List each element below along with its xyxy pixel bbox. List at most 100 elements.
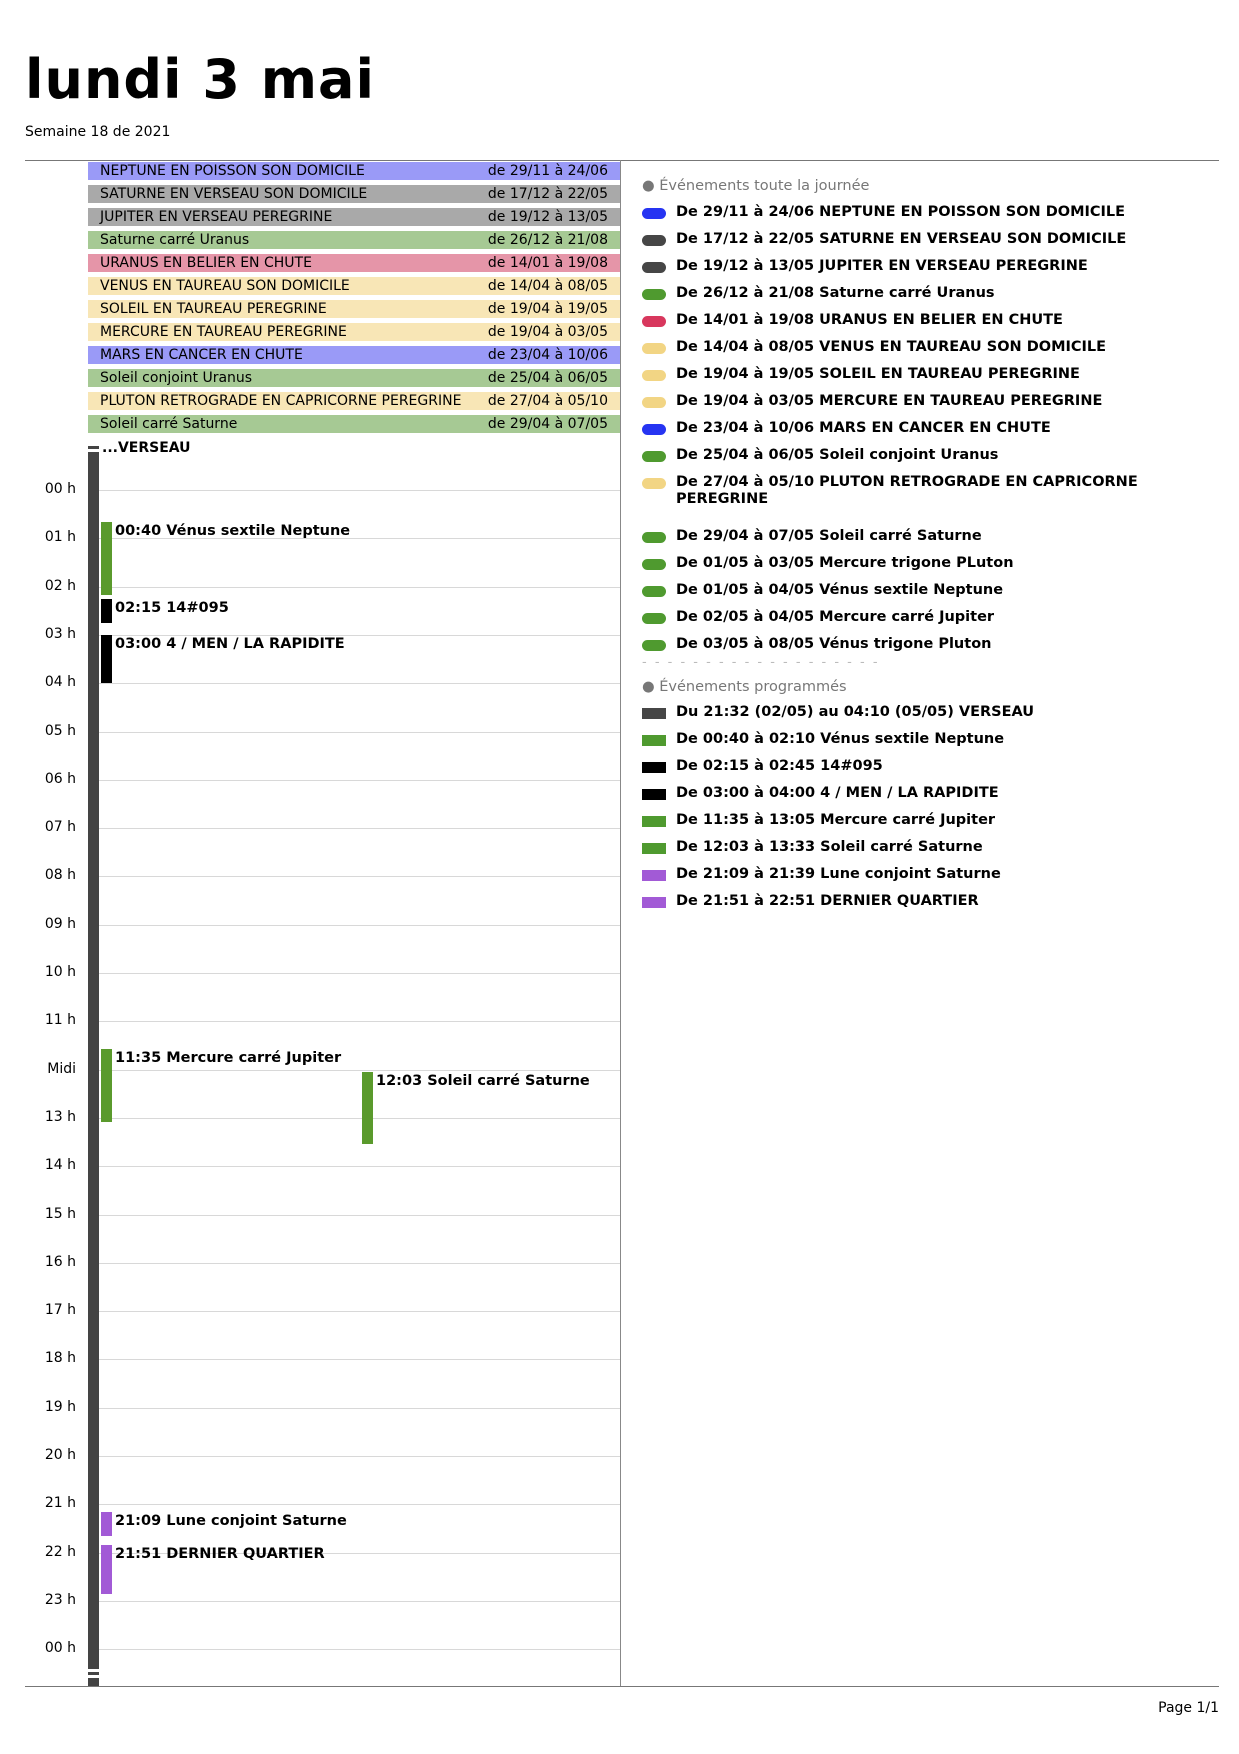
- event-bar[interactable]: [101, 634, 112, 684]
- hour-gridline: [99, 1311, 620, 1313]
- allday-bar[interactable]: Saturne carré Uranus de 26/12 à 21/08: [88, 231, 620, 250]
- allday-list-item-text: De 19/04 à 19/05 SOLEIL EN TAUREAU PEREG…: [676, 366, 1080, 382]
- color-dot-icon: [642, 451, 666, 462]
- allday-bar-name: SATURNE EN VERSEAU SON DOMICILE: [100, 186, 368, 202]
- scheduled-list-item-text: De 00:40 à 02:10 Vénus sextile Neptune: [676, 731, 1005, 747]
- color-square-icon: [642, 735, 666, 746]
- color-dot-icon: [642, 316, 666, 327]
- event-label[interactable]: 11:35 Mercure carré Jupiter: [115, 1050, 342, 1067]
- allday-list-item-text: De 19/04 à 03/05 MERCURE EN TAUREAU PERE…: [676, 393, 1103, 409]
- hour-label: 10 h: [44, 964, 76, 980]
- verseau-gutter-bar[interactable]: [88, 446, 99, 1686]
- allday-bar[interactable]: SATURNE EN VERSEAU SON DOMICILE de 17/12 …: [88, 185, 620, 204]
- allday-bar[interactable]: JUPITER EN VERSEAU PEREGRINE de 19/12 à 1…: [88, 208, 620, 227]
- event-bar[interactable]: [101, 1049, 112, 1122]
- hour-label: 09 h: [44, 915, 76, 932]
- scheduled-list-item-text: De 12:03 à 13:33 Soleil carré Saturne: [676, 839, 983, 855]
- allday-bar[interactable]: MARS EN CANCER EN CHUTE de 23/04 à 10/06: [88, 346, 620, 365]
- allday-bar-dates: de 17/12 à 22/05: [487, 186, 608, 202]
- allday-bar-dates: de 19/04 à 19/05: [487, 301, 608, 317]
- allday-bar-dates: de 23/04 à 10/06: [487, 347, 608, 363]
- allday-bar[interactable]: VENUS EN TAUREAU SON DOMICILE de 14/04 à …: [88, 277, 620, 296]
- allday-bar[interactable]: URANUS EN BELIER EN CHUTE de 14/01 à 19/0…: [88, 254, 620, 273]
- event-label[interactable]: 21:09 Lune conjoint Saturne: [115, 1512, 347, 1529]
- hour-gridline: [99, 1166, 620, 1168]
- allday-list-item-text: De 19/12 à 13/05 JUPITER EN VERSEAU PERE…: [676, 258, 1088, 274]
- hour-label: 11 h: [44, 1012, 76, 1029]
- event-label[interactable]: 02:15 14#095: [115, 599, 229, 616]
- allday-bar-name: PLUTON RETROGRADE EN CAPRICORNE PEREGRIN…: [100, 393, 462, 409]
- event-bar[interactable]: [101, 1545, 112, 1594]
- hour-label: 07 h: [44, 819, 76, 836]
- event-label[interactable]: 12:03 Soleil carré Saturne: [376, 1073, 590, 1089]
- gutter-top-marker-2: [88, 449, 99, 452]
- top-divider: [25, 160, 1219, 161]
- allday-bar[interactable]: NEPTUNE EN POISSON SON DOMICILE de 29/11 …: [88, 162, 620, 181]
- allday-list-item-text: De 29/11 à 24/06 NEPTUNE EN POISSON SON …: [676, 204, 1126, 220]
- allday-bar[interactable]: MERCURE EN TAUREAU PEREGRINE de 19/04 à 0…: [88, 323, 620, 342]
- allday-list-item-text: De 25/04 à 06/05 Soleil conjoint Uranus: [676, 447, 999, 463]
- allday-bar[interactable]: Soleil conjoint Uranus de 25/04 à 06/05: [88, 369, 620, 388]
- hour-gridline: [99, 1649, 620, 1651]
- hour-label: 00 h: [44, 481, 76, 497]
- hour-label: 17 h: [44, 1302, 76, 1319]
- event-bar[interactable]: [101, 1511, 112, 1536]
- hour-label: 16 h: [44, 1253, 76, 1270]
- hour-gridline: [99, 1600, 620, 1602]
- event-bar[interactable]: [101, 598, 112, 623]
- hour-gridline: [99, 538, 620, 540]
- event-label[interactable]: 03:00 4 / MEN / LA RAPIDITE: [115, 635, 345, 652]
- allday-bar[interactable]: SOLEIL EN TAUREAU PEREGRINE de 19/04 à 19…: [88, 300, 620, 319]
- event-label[interactable]: 00:40 Vénus sextile Neptune: [115, 523, 351, 540]
- color-square-icon: [642, 762, 666, 773]
- gutter-bottom-marker-2: [88, 1675, 99, 1678]
- color-dot-icon: [642, 397, 666, 408]
- week-subtitle: Semaine 18 de 2021: [25, 124, 171, 140]
- event-label[interactable]: 21:51 DERNIER QUARTIER: [115, 1546, 325, 1563]
- allday-bar-name: URANUS EN BELIER EN CHUTE: [100, 255, 312, 271]
- hour-label: 08 h: [44, 867, 76, 884]
- allday-bar-name: MARS EN CANCER EN CHUTE: [100, 347, 303, 363]
- scheduled-heading: ● Événements programmés: [642, 679, 847, 695]
- gutter-bottom-marker: [88, 1669, 99, 1672]
- hour-label: 15 h: [44, 1205, 76, 1222]
- hour-label: Midi: [47, 1060, 76, 1077]
- column-divider: [620, 160, 621, 1686]
- color-square-icon: [642, 708, 666, 719]
- color-square-icon: [642, 843, 666, 854]
- hour-label: 05 h: [44, 722, 76, 739]
- hour-label: 21 h: [44, 1495, 76, 1512]
- hour-gridline: [99, 1504, 620, 1506]
- gutter-top-marker: [88, 443, 99, 446]
- allday-bar-dates: de 14/04 à 08/05: [487, 278, 608, 294]
- event-bar[interactable]: [101, 522, 112, 595]
- allday-list-item-text: De 17/12 à 22/05 SATURNE EN VERSEAU SON …: [676, 231, 1127, 247]
- hour-label: 06 h: [44, 770, 76, 787]
- allday-bar-dates: de 19/12 à 13/05: [487, 209, 608, 225]
- allday-list-item-text: De 29/04 à 07/05 Soleil carré Saturne: [676, 528, 982, 544]
- color-dot-icon: [642, 208, 666, 219]
- hour-label: 01 h: [44, 529, 76, 546]
- color-dot-icon: [642, 424, 666, 435]
- allday-list-item-text: De 26/12 à 21/08 Saturne carré Uranus: [676, 285, 995, 301]
- scheduled-list-item-text: De 03:00 à 04:00 4 / MEN / LA RAPIDITE: [676, 785, 999, 801]
- color-dot-icon: [642, 370, 666, 381]
- color-dot-icon: [642, 478, 666, 489]
- allday-list-item-text: De 03/05 à 08/05 Vénus trigone Pluton: [676, 636, 992, 652]
- hour-gridline: [99, 1214, 620, 1216]
- hour-gridline: [99, 973, 620, 974]
- allday-bar-name: Soleil carré Saturne: [100, 416, 238, 432]
- section-divider: - - - - - - - - - - - - - - - - - - -: [642, 655, 880, 670]
- allday-list-item-text: De 23/04 à 10/06 MARS EN CANCER EN CHUTE: [676, 420, 1051, 436]
- scheduled-list-item-text: De 21:09 à 21:39 Lune conjoint Saturne: [676, 866, 1001, 882]
- allday-bar[interactable]: Soleil carré Saturne de 29/04 à 07/05: [88, 415, 620, 434]
- allday-list-item-text: De 14/04 à 08/05 VENUS EN TAUREAU SON DO…: [676, 339, 1107, 355]
- color-dot-icon: [642, 235, 666, 246]
- allday-list-item-text: De 01/05 à 04/05 Vénus sextile Neptune: [676, 582, 1004, 598]
- hour-gridline: [99, 731, 620, 733]
- event-bar[interactable]: [362, 1072, 373, 1145]
- hour-label: 00 h: [44, 1640, 76, 1657]
- allday-bar[interactable]: PLUTON RETROGRADE EN CAPRICORNE PEREGRIN…: [88, 392, 620, 411]
- color-dot-icon: [642, 343, 666, 354]
- hour-gridline: [99, 1407, 620, 1409]
